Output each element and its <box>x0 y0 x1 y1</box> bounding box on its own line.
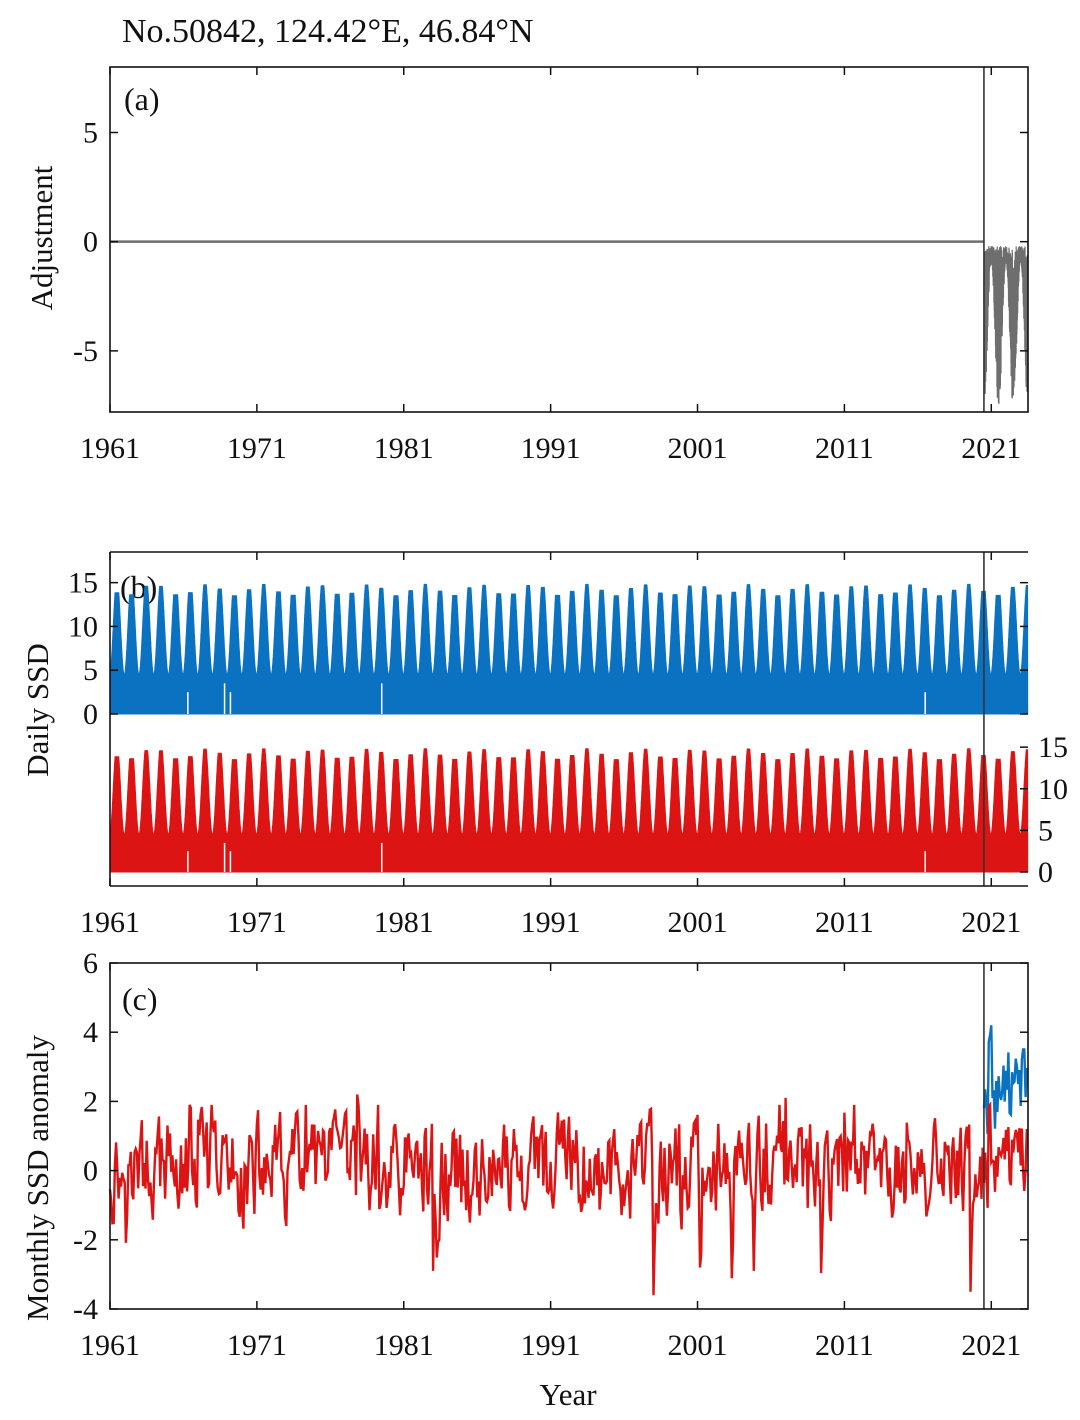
c-xtick-label-1961: 1961 <box>80 1329 140 1362</box>
ylabel-adjustment: Adjustment <box>24 165 59 310</box>
c-ytick-label-4: 4 <box>83 1016 98 1049</box>
c-xtick-label-1981: 1981 <box>374 1329 434 1362</box>
daily-ssd-red-series <box>109 748 1029 873</box>
b-top-ytick-label-5: 5 <box>83 654 98 687</box>
ylabel-monthly-anomaly: Monthly SSD anomaly <box>20 1035 55 1321</box>
a-xtick-label-2001: 2001 <box>668 432 728 465</box>
a-xtick-label-2021: 2021 <box>961 432 1021 465</box>
axes-frame-a <box>109 66 1029 413</box>
monthly-anomaly-blue-line <box>982 1025 1028 1135</box>
c-ytick-label-2: 2 <box>83 1085 98 1118</box>
b-top-ytick-label-15: 15 <box>68 567 98 600</box>
c-ytick-label--4: -4 <box>73 1293 98 1326</box>
b-bot-ytick-label-15: 15 <box>1038 731 1068 764</box>
b-top-ytick-label-0: 0 <box>83 698 98 731</box>
a-ytick-label--5: -5 <box>73 335 98 368</box>
a-xtick-label-2011: 2011 <box>815 432 874 465</box>
c-xtick-label-1971: 1971 <box>227 1329 287 1362</box>
c-xtick-label-2001: 2001 <box>668 1329 728 1362</box>
figure-title: No.50842, 124.42°E, 46.84°N <box>122 13 534 50</box>
c-xtick-label-2021: 2021 <box>961 1329 1021 1362</box>
panel-tag-b: (b) <box>120 569 157 605</box>
a-ytick-label-5: 5 <box>83 117 98 150</box>
panel-tag-c: (c) <box>122 981 158 1017</box>
b-xtick-label-1981: 1981 <box>374 906 434 939</box>
b-bot-ytick-label-0: 0 <box>1038 856 1053 889</box>
b-bot-ytick-label-10: 10 <box>1038 773 1068 806</box>
a-xtick-label-1981: 1981 <box>374 432 434 465</box>
panel-monthly-anomaly: (c) Monthly SSD anomaly Year 1961 1971 198… <box>20 947 1029 1412</box>
daily-ssd-blue-series <box>109 583 1029 715</box>
b-top-ytick-label-10: 10 <box>68 610 98 643</box>
monthly-anomaly-red-line <box>108 1094 1028 1296</box>
panel-tag-a: (a) <box>124 81 160 117</box>
adjustment-series-line <box>983 246 1028 404</box>
ylabel-daily-ssd: Daily SSD <box>20 643 55 777</box>
b-bot-ytick-label-5: 5 <box>1038 814 1053 847</box>
a-ytick-label-0: 0 <box>83 226 98 259</box>
a-xtick-label-1961: 1961 <box>80 432 140 465</box>
b-xtick-label-1961: 1961 <box>80 906 140 939</box>
c-xtick-label-1991: 1991 <box>521 1329 581 1362</box>
b-xtick-label-1971: 1971 <box>227 906 287 939</box>
a-xtick-label-1991: 1991 <box>521 432 581 465</box>
c-xtick-label-2011: 2011 <box>815 1329 874 1362</box>
b-xtick-label-2021: 2021 <box>961 906 1021 939</box>
c-ytick-label-6: 6 <box>83 947 98 980</box>
panel-adjustment: (a) Adjustment 1961 1971 1981 1991 2001 2011 2… <box>24 66 1029 465</box>
c-ytick-label-0: 0 <box>83 1155 98 1188</box>
b-xtick-label-1991: 1991 <box>521 906 581 939</box>
b-xtick-label-2001: 2001 <box>668 906 728 939</box>
xlabel-year: Year <box>539 1377 597 1412</box>
c-ytick-label--2: -2 <box>73 1224 98 1257</box>
axes-frame-c <box>109 962 1029 1310</box>
a-xtick-label-1971: 1971 <box>227 432 287 465</box>
b-xtick-label-2011: 2011 <box>815 906 874 939</box>
panel-daily-ssd: (b) Daily SSD 1961 1971 1981 1991 2001 2011 20… <box>20 551 1068 939</box>
